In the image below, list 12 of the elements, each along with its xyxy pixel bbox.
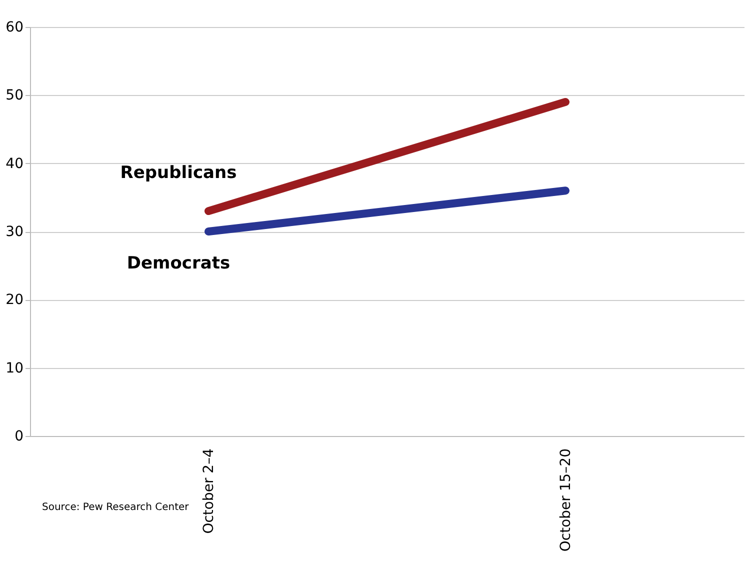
series-label: Republicans [120,163,237,184]
y-tick-label: 0 [14,428,24,444]
y-tick-label: 50 [6,88,24,104]
x-tick-label: October 15–20 [558,448,574,552]
x-tick-label: October 2–4 [201,448,217,534]
y-tick-label: 60 [6,20,24,36]
y-tick-label: 10 [6,360,24,376]
y-tick-label: 20 [6,292,24,308]
y-tick-label: 30 [6,224,24,240]
y-tick-label: 40 [6,156,24,172]
series-label: Democrats [126,254,230,274]
source-note: Source: Pew Research Center [42,502,190,513]
